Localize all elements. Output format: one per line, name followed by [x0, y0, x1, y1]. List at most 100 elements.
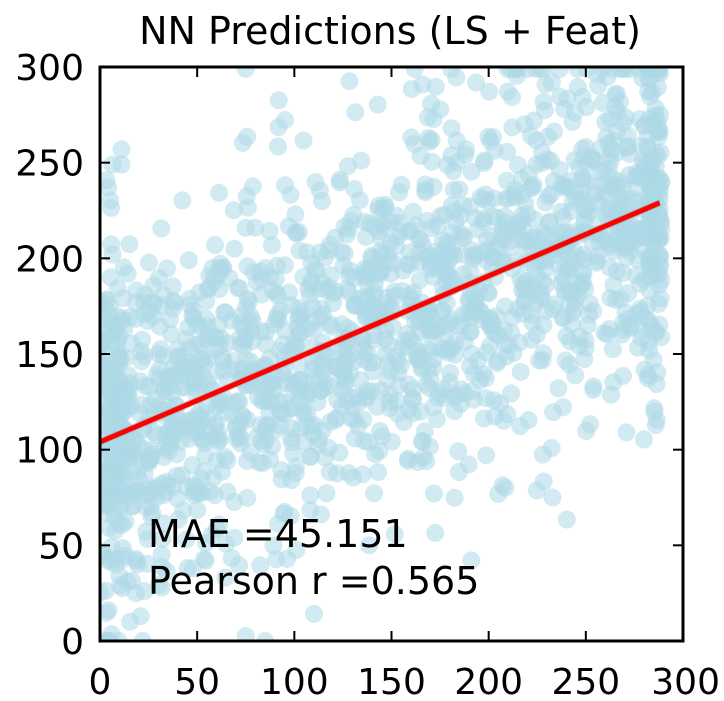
data-point [111, 402, 130, 421]
data-point [127, 281, 146, 300]
data-point [120, 235, 139, 254]
data-point [564, 283, 583, 302]
data-point [574, 148, 593, 167]
data-point [399, 375, 418, 394]
data-point [132, 352, 151, 371]
data-point [419, 129, 438, 147]
data-point [544, 403, 563, 422]
data-point [530, 351, 549, 370]
data-point [173, 191, 192, 210]
data-point [644, 258, 663, 277]
data-point [301, 486, 320, 505]
data-point [485, 141, 504, 160]
data-point [614, 366, 632, 385]
data-point [244, 263, 263, 282]
data-point [545, 122, 563, 141]
data-point [612, 234, 631, 252]
data-point [236, 627, 255, 641]
data-point [489, 484, 508, 503]
data-point [208, 451, 226, 470]
data-point [135, 304, 154, 323]
data-point [463, 382, 481, 401]
data-point [511, 362, 530, 381]
data-point [588, 251, 607, 270]
data-point [330, 443, 349, 462]
scatter-points [100, 67, 671, 641]
data-point [447, 131, 466, 150]
data-point [385, 525, 404, 544]
data-point [355, 432, 373, 451]
data-point [584, 302, 603, 320]
data-point [236, 67, 255, 78]
data-point [287, 541, 306, 559]
data-point [604, 175, 623, 194]
data-point [158, 259, 176, 278]
data-point [338, 392, 357, 410]
x-tick-label: 0 [89, 662, 112, 701]
data-point [456, 145, 475, 164]
data-point [389, 352, 408, 371]
data-point [177, 477, 196, 496]
data-point [326, 410, 345, 429]
data-point [376, 198, 395, 217]
data-point [392, 175, 411, 194]
data-point [365, 283, 384, 302]
data-point [483, 226, 502, 245]
data-point [450, 463, 468, 482]
data-point [231, 328, 250, 347]
data-point [100, 417, 118, 436]
chart-title: NN Predictions (LS + Feat) [139, 9, 641, 53]
y-tick-label: 250 [15, 144, 84, 185]
data-point [646, 416, 665, 434]
data-point [424, 177, 443, 196]
data-point [563, 192, 582, 211]
data-point [269, 91, 288, 110]
x-tick-label: 150 [357, 662, 426, 701]
data-point [410, 271, 429, 290]
data-point [618, 137, 637, 156]
data-point [524, 176, 543, 194]
fit-line [100, 200, 661, 445]
data-point [462, 551, 481, 570]
data-point [149, 575, 168, 594]
data-point [210, 183, 229, 202]
data-point [503, 88, 521, 107]
data-point [373, 214, 392, 233]
data-point [393, 338, 412, 357]
data-point [216, 568, 235, 587]
data-point [102, 198, 121, 217]
x-axis: 0 50 100 150 200 250 300 [89, 67, 720, 701]
data-point [195, 353, 214, 372]
y-tick-label: 0 [61, 622, 84, 663]
data-point [301, 275, 320, 294]
data-point [340, 72, 359, 91]
data-point [638, 137, 657, 156]
data-point [399, 449, 418, 468]
data-point [484, 128, 502, 147]
data-point [404, 202, 422, 221]
data-point [206, 236, 224, 254]
data-point [294, 131, 313, 150]
y-tick-label: 150 [15, 335, 84, 376]
data-point [207, 520, 226, 539]
data-point [533, 153, 552, 172]
data-point [380, 399, 399, 418]
data-point [264, 536, 283, 555]
data-point [225, 528, 244, 547]
data-point [596, 113, 615, 131]
data-point [477, 446, 496, 465]
data-point [133, 632, 152, 641]
data-point [574, 215, 593, 233]
data-point [639, 333, 658, 352]
data-point [184, 371, 203, 390]
data-point [370, 442, 389, 461]
data-point [578, 316, 597, 335]
data-point [197, 373, 216, 391]
data-point [316, 248, 335, 267]
data-point [627, 163, 646, 182]
data-point [426, 77, 445, 96]
data-point [627, 266, 646, 285]
data-point [464, 364, 483, 383]
data-point [159, 378, 178, 397]
data-point [281, 507, 300, 525]
